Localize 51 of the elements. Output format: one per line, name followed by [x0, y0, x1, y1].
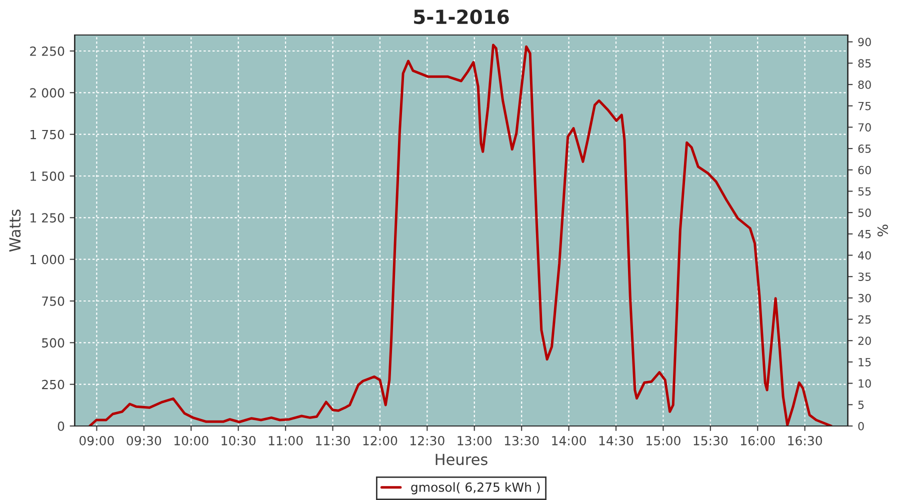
- y-tick-label: 1 250: [30, 213, 64, 223]
- y2-tick-label: 25: [858, 315, 871, 324]
- chart-title: 5-1-2016: [414, 9, 509, 24]
- x-tick-label: 16:30: [788, 436, 822, 446]
- y2-tick-label: 65: [858, 144, 871, 153]
- legend-label: gmosol( 6,275 kWh ): [411, 482, 540, 494]
- y-tick-label: 1 750: [30, 130, 64, 140]
- y-axis-title: Watts: [9, 210, 21, 252]
- y2-axis-title: %: [877, 224, 888, 236]
- x-tick-label: 10:00: [174, 436, 208, 446]
- y2-tick-label: 70: [858, 123, 871, 132]
- y2-tick-label: 55: [858, 187, 871, 196]
- y-tick-label: 2 250: [30, 46, 64, 56]
- y-tick-label: 0: [58, 421, 64, 431]
- y2-tick-label: 0: [858, 422, 864, 430]
- y2-tick-label: 40: [858, 251, 871, 260]
- x-tick-label: 09:30: [126, 436, 162, 446]
- x-tick-label: 11:00: [268, 436, 303, 446]
- x-tick-label: 14:00: [552, 436, 586, 446]
- x-tick-label: 15:00: [646, 436, 680, 446]
- y2-tick-label: 80: [858, 80, 871, 89]
- x-tick-label: 10:30: [222, 436, 256, 446]
- y2-tick-label: 30: [858, 294, 871, 302]
- y2-tick-label: 45: [858, 230, 871, 238]
- y2-tick-label: 90: [858, 38, 871, 46]
- x-tick-label: 09:00: [80, 436, 114, 446]
- x-tick-label: 11:30: [316, 436, 350, 446]
- y2-tick-label: 50: [858, 208, 871, 217]
- y2-tick-label: 60: [858, 166, 871, 174]
- y2-tick-label: 85: [858, 59, 871, 68]
- y2-tick-label: 20: [858, 336, 871, 346]
- x-tick-label: 14:30: [599, 436, 634, 446]
- y2-tick-label: 10: [858, 379, 871, 388]
- y2-tick-label: 5: [858, 400, 864, 410]
- y-tick-label: 750: [42, 296, 64, 306]
- y2-tick-label: 75: [858, 102, 871, 110]
- y-tick-label: 2 000: [30, 88, 64, 98]
- x-tick-label: 15:30: [694, 436, 728, 446]
- y-tick-label: 1 000: [30, 254, 64, 264]
- x-tick-label: 12:30: [410, 436, 444, 446]
- y-tick-label: 500: [42, 338, 64, 348]
- y2-tick-label: 15: [858, 358, 871, 366]
- y-tick-label: 1 500: [30, 171, 64, 181]
- y2-tick-label: 35: [858, 272, 871, 281]
- x-tick-label: 12:00: [363, 436, 398, 446]
- x-tick-label: 13:00: [458, 436, 492, 446]
- x-axis-title: Heures: [436, 454, 488, 466]
- y-tick-label: 250: [42, 380, 64, 390]
- line-series: [88, 44, 833, 426]
- x-tick-label: 16:00: [740, 436, 775, 446]
- x-tick-label: 13:30: [504, 436, 539, 446]
